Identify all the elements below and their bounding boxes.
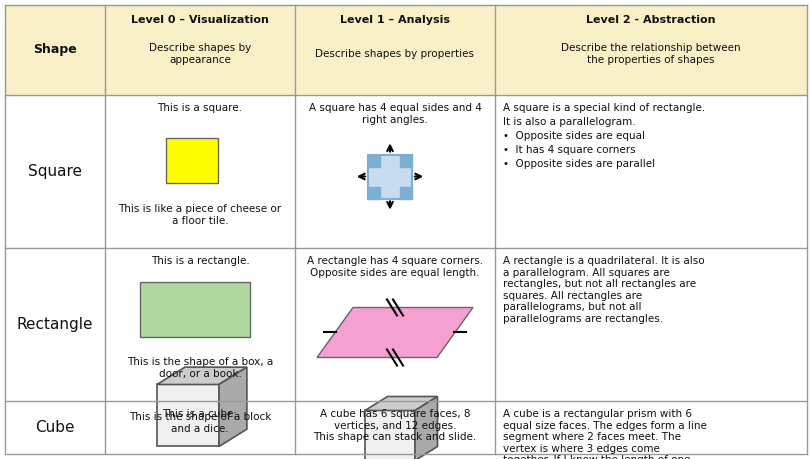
- Text: Level 0 – Visualization: Level 0 – Visualization: [131, 15, 268, 25]
- Text: A rectangle is a quadrilateral. It is also
a parallelogram. All squares are
rect: A rectangle is a quadrilateral. It is al…: [502, 256, 704, 324]
- Bar: [400, 186, 411, 198]
- Text: A cube is a rectangular prism with 6
equal size faces. The edges form a line
seg: A cube is a rectangular prism with 6 equ…: [502, 409, 706, 459]
- Text: Shape: Shape: [33, 44, 77, 56]
- Text: Level 1 – Analysis: Level 1 – Analysis: [340, 15, 449, 25]
- Bar: [139, 282, 250, 337]
- Bar: [400, 155, 411, 167]
- Bar: [367, 186, 380, 198]
- Bar: [165, 138, 217, 183]
- Text: Square: Square: [28, 164, 82, 179]
- Bar: [157, 385, 219, 447]
- Bar: [367, 155, 411, 198]
- Bar: [365, 410, 414, 459]
- Text: This is a cube:: This is a cube:: [162, 409, 237, 419]
- Polygon shape: [365, 397, 437, 410]
- Text: This is the shape of a block
and a dice.: This is the shape of a block and a dice.: [129, 412, 271, 434]
- Polygon shape: [157, 367, 247, 385]
- Polygon shape: [219, 367, 247, 447]
- Text: This is a square.: This is a square.: [157, 103, 242, 113]
- Polygon shape: [414, 397, 437, 459]
- Text: A cube has 6 square faces, 8
vertices, and 12 edges.: A cube has 6 square faces, 8 vertices, a…: [320, 409, 470, 431]
- Bar: [367, 155, 380, 167]
- Text: Cube: Cube: [35, 420, 75, 435]
- Text: This shape can stack and slide.: This shape can stack and slide.: [313, 432, 476, 442]
- Text: A rectangle has 4 square corners.
Opposite sides are equal length.: A rectangle has 4 square corners. Opposi…: [307, 256, 483, 278]
- Text: Rectangle: Rectangle: [17, 317, 93, 332]
- Text: A square has 4 equal sides and 4
right angles.: A square has 4 equal sides and 4 right a…: [308, 103, 481, 124]
- Text: Describe shapes by properties: Describe shapes by properties: [315, 49, 474, 59]
- Polygon shape: [316, 308, 473, 358]
- Text: Describe the relationship between
the properties of shapes: Describe the relationship between the pr…: [560, 43, 740, 65]
- Text: Describe shapes by
appearance: Describe shapes by appearance: [148, 43, 251, 65]
- Text: A square is a special kind of rectangle.
It is also a parallelogram.
•  Opposite: A square is a special kind of rectangle.…: [502, 103, 705, 169]
- Text: This is the shape of a box, a
door, or a book.: This is the shape of a box, a door, or a…: [127, 358, 272, 379]
- Bar: [5, 5, 806, 95]
- Text: This is like a piece of cheese or
a floor tile.: This is like a piece of cheese or a floo…: [118, 204, 281, 226]
- Text: This is a rectangle.: This is a rectangle.: [150, 256, 249, 266]
- Text: Level 2 - Abstraction: Level 2 - Abstraction: [586, 15, 714, 25]
